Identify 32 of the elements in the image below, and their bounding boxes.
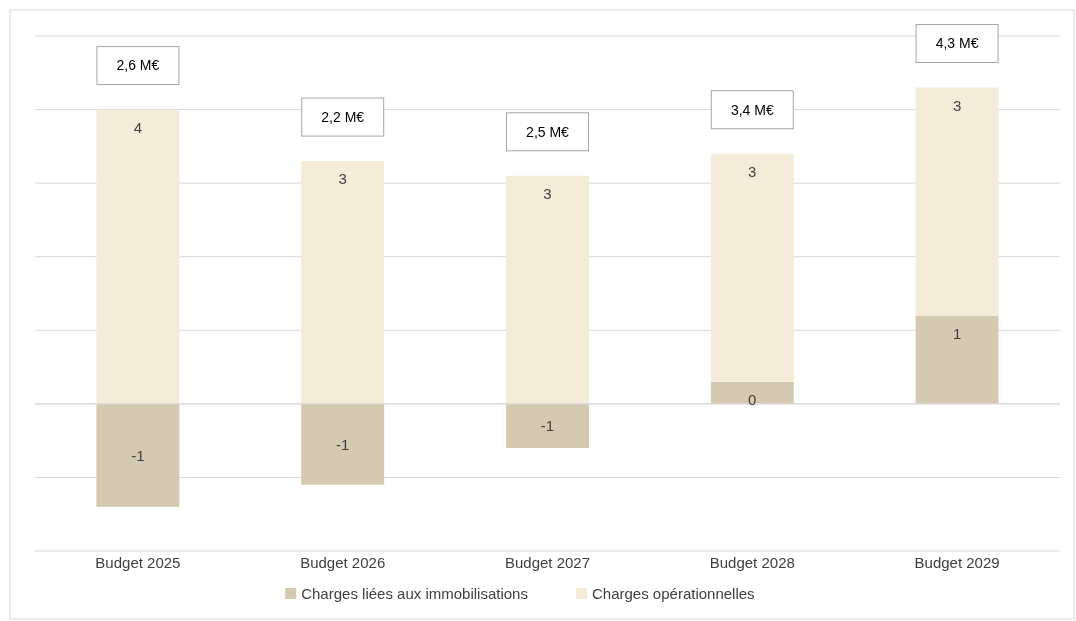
- total-label: 2,6 M€: [116, 57, 160, 74]
- data-label: 3: [952, 96, 962, 114]
- total-label: 2,5 M€: [526, 123, 570, 140]
- data-label: 3: [543, 185, 552, 203]
- data-label: 3: [748, 162, 757, 180]
- data-label: -1: [336, 435, 350, 453]
- bar: [506, 403, 589, 448]
- data-label: -1: [131, 446, 145, 464]
- bar: [96, 403, 180, 507]
- bar: [710, 381, 794, 404]
- data-label: 3: [338, 170, 347, 188]
- bar: [915, 315, 999, 404]
- data-label: -1: [540, 417, 555, 435]
- total-label: 2,2 M€: [321, 108, 365, 125]
- data-label: 4: [133, 118, 143, 136]
- legend-label: Charges opérationnelles: [592, 585, 755, 603]
- data-label: 1: [952, 324, 962, 342]
- bar: [96, 109, 180, 404]
- x-tick-label: Budget 2027: [504, 554, 591, 571]
- bar: [915, 87, 999, 316]
- total-label: 3,4 M€: [730, 101, 774, 118]
- bar: [710, 153, 794, 382]
- x-tick-label: Budget 2026: [300, 554, 386, 571]
- x-tick-label: Budget 2028: [709, 554, 795, 571]
- bar: [506, 175, 589, 404]
- bar: [301, 403, 385, 485]
- bar: [301, 161, 385, 404]
- x-tick-label: Budget 2025: [95, 554, 181, 571]
- x-tick-label: Budget 2029: [914, 554, 1000, 571]
- data-label: 0: [748, 391, 757, 409]
- legend-label: Charges liées aux immobilisations: [301, 585, 528, 603]
- total-label: 4,3 M€: [935, 35, 979, 52]
